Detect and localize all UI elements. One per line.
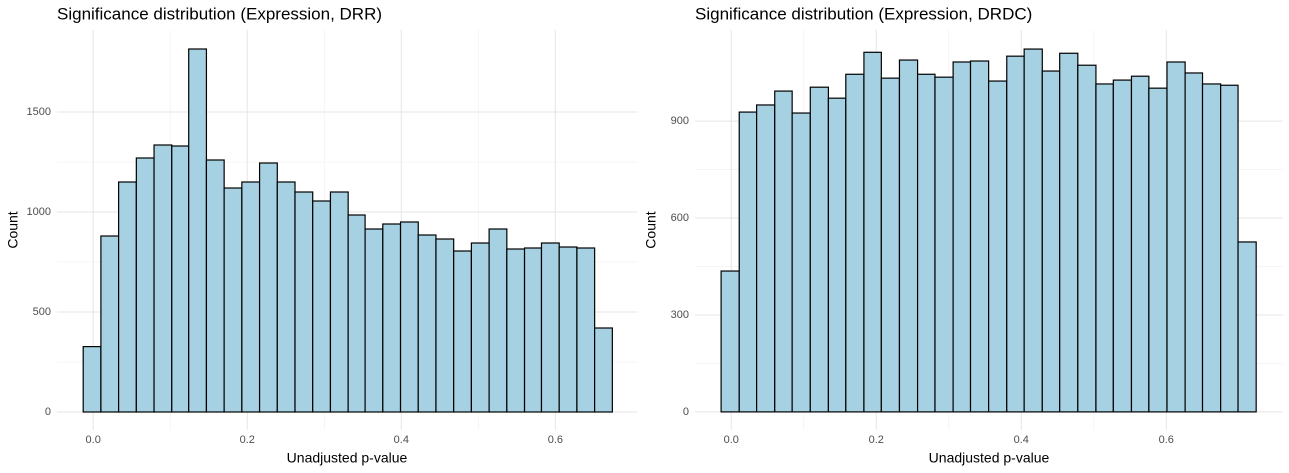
bar	[417, 234, 437, 413]
bar	[100, 235, 120, 413]
bar	[171, 145, 190, 413]
y-tick-label: 0	[683, 406, 689, 418]
bar	[453, 250, 472, 413]
bar	[540, 242, 560, 413]
bar	[558, 246, 578, 413]
y-axis-title: Count	[5, 211, 21, 248]
bar	[845, 73, 865, 413]
bar	[470, 242, 490, 413]
bar	[399, 221, 419, 413]
bar	[435, 238, 455, 413]
chart-title: Significance distribution (Expression, D…	[695, 4, 1032, 23]
chart-title: Significance distribution (Expression, D…	[57, 4, 382, 23]
x-tick-label: 0.6	[1159, 434, 1174, 446]
bar	[1220, 84, 1239, 413]
bar	[258, 162, 278, 413]
bar	[1095, 83, 1114, 413]
bar	[952, 61, 972, 413]
bar	[329, 191, 349, 413]
bar	[738, 111, 758, 413]
bar	[1166, 61, 1186, 413]
bar	[791, 112, 811, 413]
y-tick-label: 1500	[27, 106, 51, 118]
bar	[523, 247, 543, 413]
bar	[1059, 52, 1079, 413]
bar	[1130, 75, 1150, 413]
bar	[916, 73, 936, 413]
bar	[347, 214, 366, 413]
bar	[576, 247, 596, 413]
bar	[506, 248, 526, 413]
bar	[294, 191, 314, 413]
bar	[188, 48, 208, 413]
y-axis-title: Count	[643, 211, 659, 248]
bar	[223, 187, 243, 413]
bar	[934, 76, 954, 413]
x-tick-label: 0.2	[240, 434, 255, 446]
y-tick-label: 900	[671, 115, 689, 127]
bar	[720, 270, 740, 413]
y-tick-label: 500	[33, 306, 51, 318]
bar	[594, 327, 613, 413]
bar	[312, 200, 332, 413]
bar	[1041, 70, 1061, 413]
bar	[1023, 48, 1043, 413]
bar	[118, 181, 137, 413]
bar	[1237, 241, 1257, 413]
bar	[241, 181, 261, 413]
bar	[1201, 83, 1222, 413]
bar	[863, 51, 882, 413]
bar	[153, 144, 173, 413]
bar	[1077, 64, 1097, 413]
bar	[1112, 79, 1133, 413]
bar	[809, 86, 830, 413]
bar	[364, 228, 384, 413]
x-tick-label: 0.4	[394, 434, 409, 446]
bar	[382, 223, 402, 413]
x-tick-label: 0.2	[869, 434, 884, 446]
bar	[988, 80, 1008, 413]
bar	[276, 181, 296, 413]
x-axis-title: Unadjusted p-value	[287, 450, 408, 466]
bar	[82, 346, 102, 413]
bar	[1148, 87, 1168, 413]
bar	[205, 159, 225, 413]
y-tick-label: 1000	[27, 206, 51, 218]
bar	[488, 228, 508, 413]
y-tick-label: 300	[671, 309, 689, 321]
bar	[135, 157, 155, 413]
y-tick-label: 600	[671, 212, 689, 224]
bar	[1184, 72, 1204, 413]
bar	[880, 77, 901, 413]
bar	[1006, 55, 1025, 413]
bar	[774, 90, 793, 413]
bar	[827, 97, 847, 413]
x-tick-label: 0.4	[1014, 434, 1029, 446]
bar	[969, 60, 990, 413]
x-tick-label: 0.0	[724, 434, 739, 446]
x-tick-label: 0.0	[86, 434, 101, 446]
y-tick-label: 0	[45, 406, 51, 418]
x-axis-title: Unadjusted p-value	[929, 450, 1050, 466]
bar	[756, 104, 776, 413]
bar	[898, 59, 919, 413]
x-tick-label: 0.6	[548, 434, 563, 446]
